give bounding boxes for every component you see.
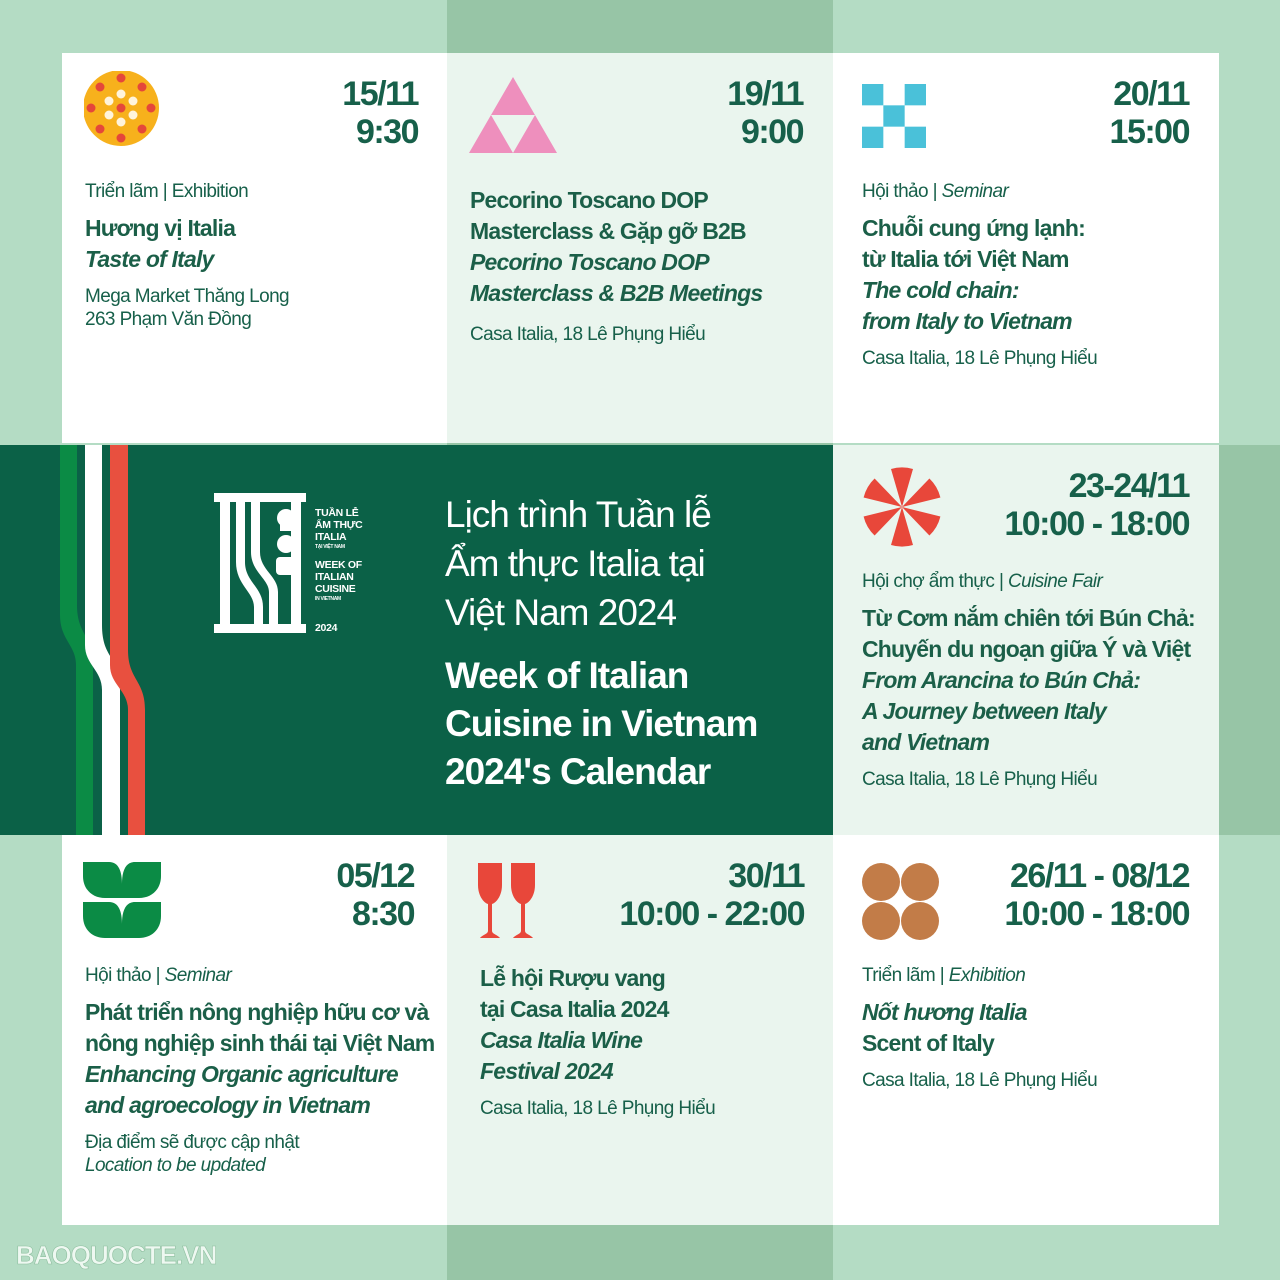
event-category: Hội chợ ẩm thực | Cuisine Fair: [862, 571, 1103, 592]
event-location: Casa Italia, 18 Lê Phụng Hiểu: [480, 1098, 716, 1119]
event-date: 20/11 15:00: [1109, 75, 1191, 151]
event-card: 15/11 9:30 Triển lãm | Exhibition Hương v…: [62, 53, 448, 443]
event-date: 30/11 10:00 - 22:00: [619, 857, 805, 933]
event-title: Chuỗi cung ứng lạnh: từ Italia tới Việt N…: [862, 215, 1086, 272]
wine-glasses-icon: [478, 863, 535, 938]
event-category: Triển lãm | Exhibition: [862, 965, 1026, 986]
title-banner: TUẦN LỄ ẨM THỰC ITALIA TẠI VIỆT NAM WEEK OF…: [0, 445, 833, 835]
event-logo: [214, 493, 306, 633]
event-title: Nốt hương Italia: [862, 999, 1028, 1025]
event-date: 23-24/11 10:00 - 18:00: [1004, 467, 1190, 543]
four-circles-icon: [862, 863, 939, 940]
watermark-logo: BAOQUOCTE.VN: [16, 1240, 218, 1271]
italian-flag-stripes: [60, 445, 145, 835]
event-title-en: Pecorino Toscano DOP Masterclass & B2B Me…: [470, 249, 763, 306]
event-location: Casa Italia, 18 Lê Phụng Hiểu: [862, 348, 1098, 369]
event-card: 23-24/11 10:00 - 18:00 Hội chợ ẩm thực | …: [833, 445, 1219, 835]
page-title-en: Week of Italian Cuisine in Vietnam 2024's …: [445, 655, 758, 792]
event-location: Casa Italia, 18 Lê Phụng Hiểu: [470, 324, 706, 345]
leaf-icon: [83, 862, 161, 938]
event-location: Mega Market Thăng Long 263 Phạm Văn Đồng: [85, 286, 290, 330]
event-title-en: Taste of Italy: [85, 246, 214, 272]
event-location: Casa Italia, 18 Lê Phụng Hiểu: [862, 769, 1098, 790]
event-card: 30/11 10:00 - 22:00 Lễ hội Rượu vang tại C…: [447, 835, 833, 1225]
event-title: Hương vị Italia: [85, 215, 236, 241]
event-title-en: Casa Italia Wine Festival 2024: [480, 1027, 643, 1084]
event-date: 19/11 9:00: [727, 75, 804, 151]
event-location: Casa Italia, 18 Lê Phụng Hiểu: [862, 1070, 1098, 1091]
event-card: 19/11 9:00 Pecorino Toscano DOP Masterclas…: [447, 53, 833, 443]
triangle-icon: [469, 77, 557, 153]
event-date: 26/11 - 08/12 10:00 - 18:00: [1004, 857, 1190, 933]
event-category: Hội thảo | Seminar: [85, 965, 232, 986]
logo-text-en: WEEK OF ITALIAN CUISINE IN VIETNAM: [315, 559, 362, 602]
logo-year: 2024: [315, 622, 338, 634]
event-date: 05/12 8:30: [336, 857, 415, 933]
event-title: Phát triển nông nghiệp hữu cơ và nông ngh…: [85, 999, 435, 1056]
event-title-en: Enhancing Organic agriculture and agroeco…: [85, 1061, 399, 1118]
logo-text-vi: TUẦN LỄ ẨM THỰC ITALIA TẠI VIỆT NAM: [315, 507, 363, 550]
event-title-en: Scent of Italy: [862, 1030, 995, 1056]
event-card: 05/12 8:30 Hội thảo | Seminar Phát triển …: [62, 835, 448, 1225]
event-title: Từ Cơm nắm chiên tới Bún Chả: Chuyến du n…: [862, 605, 1196, 662]
event-title-en: The cold chain: from Italy to Vietnam: [862, 277, 1073, 334]
event-date: 15/11 9:30: [342, 75, 419, 151]
page-title-vi: Lịch trình Tuần lễ Ẩm thực Italia tại Việt…: [445, 494, 712, 633]
event-location: Địa điểm sẽ được cập nhật Location to be …: [85, 1132, 300, 1176]
event-category: Triển lãm | Exhibition: [85, 181, 249, 202]
event-title-en: From Arancina to Bún Chả: A Journey betwe…: [862, 667, 1141, 755]
event-category: Hội thảo | Seminar: [862, 181, 1009, 202]
pinwheel-icon: [863, 467, 941, 547]
event-title: Lễ hội Rượu vang tại Casa Italia 2024: [480, 965, 669, 1022]
event-title: Pecorino Toscano DOP Masterclass & Gặp gỡ…: [470, 187, 747, 244]
checker-icon: [862, 84, 926, 148]
event-card: 20/11 15:00 Hội thảo | Seminar Chuỗi cung…: [833, 53, 1219, 443]
sun-dots-icon: [84, 71, 159, 146]
background-band: [1218, 445, 1280, 835]
event-card: 26/11 - 08/12 10:00 - 18:00 Triển lãm | E…: [833, 835, 1219, 1225]
